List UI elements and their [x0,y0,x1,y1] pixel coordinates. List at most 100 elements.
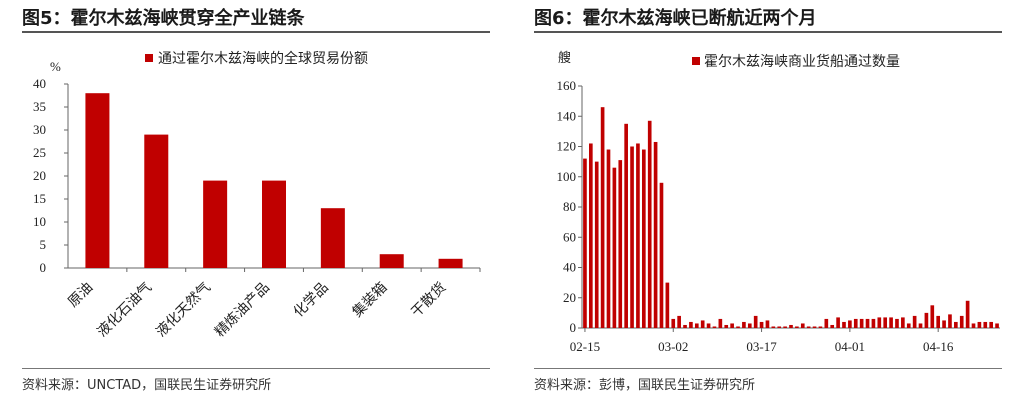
y-tick-label: 15 [33,191,46,206]
y-tick-label: 5 [40,237,47,252]
bar [977,321,982,328]
bar [812,326,817,328]
bar [706,323,711,328]
x-tick-label: 03-17 [746,339,777,354]
y-tick-label: 80 [563,199,576,214]
bar [689,321,693,328]
bar [965,300,970,328]
y-tick-label: 0 [40,260,47,275]
bar [589,143,593,328]
x-category-label: 集装箱 [349,279,391,321]
bar [653,141,658,328]
bar [789,324,793,328]
bar [901,317,905,328]
bar [671,318,676,328]
legend-swatch [145,54,153,62]
bar [942,320,946,328]
y-tick-label: 40 [563,260,576,275]
left-figure-title: 图5：霍尔木兹海峡贯穿全产业链条 [22,8,305,29]
bar [771,326,776,328]
bar [700,320,705,328]
bar [677,315,681,328]
bar [948,314,952,328]
bar [736,326,740,328]
bar [959,315,964,328]
bar [853,318,858,328]
bar [806,326,811,328]
bar [624,123,628,328]
bar [636,143,640,328]
right-bottom-rule [534,368,1002,369]
bar [753,315,758,328]
bar [818,326,823,328]
bar [971,323,976,328]
bar [954,321,958,328]
x-tick-label: 02-15 [570,339,600,354]
bar [379,254,404,268]
bar [144,134,169,268]
bar [742,321,746,328]
bar [918,323,923,328]
y-tick-label: 30 [33,122,46,137]
y-tick-label: 35 [33,99,46,114]
bar [995,323,999,328]
bar [618,160,623,328]
bar [659,182,664,328]
left-bottom-rule [22,368,490,369]
x-category-label: 干散货 [408,279,450,321]
bar [989,321,993,328]
bar [783,326,787,328]
bar [983,321,988,328]
left-source-note: 资料来源：UNCTAD，国联民生证券研究所 [22,378,272,393]
y-tick-label: 25 [33,145,46,160]
y-tick-label: 60 [563,229,576,244]
bar [924,312,929,328]
y-tick-label: 20 [563,290,576,305]
bar [777,326,782,328]
bar [765,320,770,328]
bar [583,158,587,328]
x-tick-label: 04-01 [835,339,865,354]
bar [836,317,840,328]
x-category-label: 液化天然气 [152,279,214,341]
bar [842,321,846,328]
legend-label: 通过霍尔木兹海峡的全球贸易份额 [158,50,368,67]
bar [906,323,911,328]
right-figure-title: 图6：霍尔木兹海峡已断航近两个月 [534,8,817,29]
bar [936,315,941,328]
bar [895,318,899,328]
x-category-label: 液化石油气 [94,280,155,341]
bar [848,320,852,328]
bar [877,317,882,328]
bar [712,326,717,328]
y-tick-label: 0 [570,320,577,335]
bar [641,149,646,328]
bar [859,318,864,328]
x-tick-label: 04-16 [923,339,954,354]
left-panel: 图5：霍尔木兹海峡贯穿全产业链条 通过霍尔木兹海峡的全球贸易份额% 0 5 10 15 2… [22,8,490,393]
bar [824,318,829,328]
bar [730,323,734,328]
x-category-label: 化学品 [291,280,332,321]
bar [747,323,752,328]
bar [830,324,835,328]
bar [320,208,345,268]
bar [800,323,805,328]
right-title-rule [534,31,1002,33]
bar [683,324,687,328]
y-tick-label: 160 [557,78,577,93]
y-tick-label: 10 [33,214,46,229]
bar [203,180,228,268]
bar [694,323,699,328]
left-chart: 通过霍尔木兹海峡的全球贸易份额% 0 5 10 15 20 25 30 35 40 原油液化石油气液… [33,50,481,341]
right-panel: 图6：霍尔木兹海峡已断航近两个月 霍尔木兹海峡商业货船通过数量 艘 0 20 40 60 8… [512,0,1024,401]
right-chart: 霍尔木兹海峡商业货船通过数量 艘 0 20 40 60 80 100 120 140 160 02-1… [557,50,1000,354]
bar [262,180,286,268]
bar [865,318,870,328]
bar [795,326,799,328]
y-tick-label: 100 [557,169,577,184]
bar [724,324,729,328]
bar [647,120,652,328]
y-unit-label: 艘 [558,50,571,65]
x-category-label: 精炼油产品 [212,280,273,341]
